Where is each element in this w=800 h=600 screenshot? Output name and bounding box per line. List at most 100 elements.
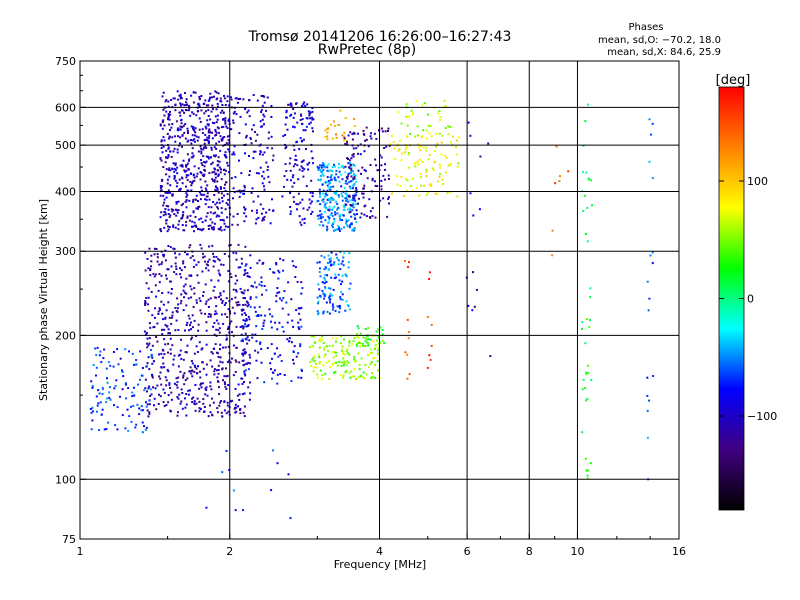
data-point [297,307,300,310]
data-point [168,383,171,386]
data-point [289,517,292,520]
data-point [338,196,340,199]
data-point [207,260,210,263]
data-point [408,331,410,333]
data-point [243,186,246,189]
data-point [190,328,192,331]
data-point [329,292,332,295]
data-point [353,355,356,358]
data-point [195,367,198,370]
data-point [95,410,98,413]
data-point [208,245,211,248]
data-point [352,155,355,158]
data-point [404,351,407,354]
data-point [254,349,257,352]
data-point [298,327,300,330]
data-point [239,408,241,411]
data-point [200,382,202,385]
data-point [255,340,258,343]
data-point [171,167,174,170]
data-point [205,321,208,324]
data-point [382,197,385,200]
data-point [195,225,198,228]
data-point [214,185,217,188]
data-point [359,332,362,335]
data-point [299,307,301,310]
data-point [316,373,319,376]
data-point [350,215,353,218]
data-point [227,410,230,413]
data-point [326,194,329,196]
data-point [223,173,226,176]
data-point [185,165,188,168]
data-point [182,262,185,265]
data-point [204,219,207,222]
data-point [203,161,206,163]
data-point [224,119,227,122]
data-point [193,400,196,403]
data-point [212,212,215,215]
data-point [302,207,305,210]
data-point [215,91,218,94]
data-point [217,105,219,108]
data-point [297,326,300,329]
data-point [180,125,183,128]
data-point [207,415,210,418]
data-point [350,157,353,160]
data-point [352,163,355,166]
data-point [159,371,162,374]
x-tick-label: 8 [526,545,533,558]
data-point [202,291,205,294]
data-point [341,164,344,167]
data-point [352,204,355,207]
data-point [197,136,200,139]
data-point [121,388,124,391]
data-point [192,174,195,177]
data-point [296,208,298,211]
data-point [175,377,178,380]
data-point [190,94,193,97]
data-point [205,215,208,218]
data-point [450,126,453,128]
data-point [219,149,222,152]
data-point [276,373,279,376]
data-point [371,340,374,343]
data-point [369,352,372,354]
data-point [234,371,237,373]
data-point [171,194,174,197]
data-point [155,408,158,411]
data-point [107,421,110,424]
data-point [198,95,201,98]
data-point [351,179,354,182]
data-point [353,360,356,363]
data-point [346,175,349,178]
data-point [318,214,321,217]
data-point [342,352,345,355]
data-point [167,146,170,149]
data-point [472,271,474,274]
data-point [356,344,359,347]
data-point [319,203,322,206]
data-point [184,251,186,254]
data-point [169,184,172,187]
data-point [311,116,314,119]
data-point [239,97,242,100]
data-point [184,123,187,126]
data-point [333,205,336,208]
data-point [185,393,188,395]
y-tick-label: 400 [55,185,76,198]
data-point [103,428,106,431]
data-point [244,303,247,306]
data-point [207,315,210,318]
data-point [160,263,163,266]
data-point [407,115,409,118]
data-point [340,227,343,230]
data-point [348,199,351,202]
data-point [246,272,249,275]
data-point [353,199,356,202]
data-point [176,151,179,154]
data-point [286,128,289,131]
data-point [330,186,333,188]
data-point [369,217,372,219]
data-point [413,162,416,165]
